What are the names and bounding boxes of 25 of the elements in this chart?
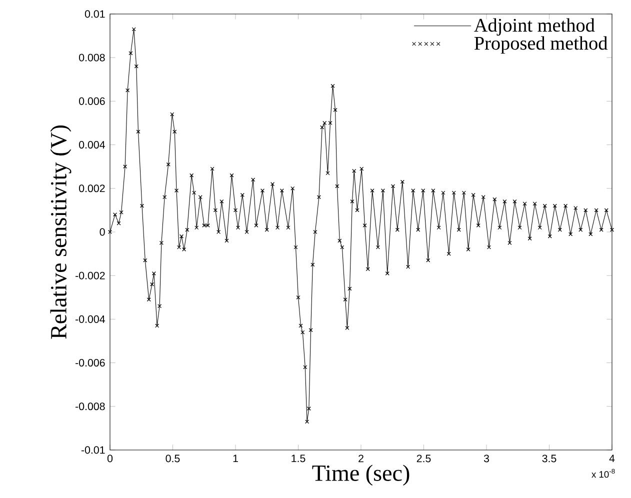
y-tick-label: -0.002 <box>76 272 105 280</box>
text: x 10$^{-8}$ <box>592 468 615 478</box>
y-axis-title: Relative sensitivity (V) <box>50 125 72 339</box>
x-tick-label: 0.5 <box>166 454 180 462</box>
x-tick-label: 2 <box>358 454 364 462</box>
x-axis-title: Time (sec) <box>312 464 410 486</box>
x-tick-label: 2.5 <box>416 454 431 462</box>
y-tick-label: 0.006 <box>79 97 105 105</box>
x-tick-label: 3.5 <box>542 454 556 462</box>
x-tick-label: 4 <box>609 454 615 462</box>
y-tick-label: 0.01 <box>84 10 105 18</box>
y-tick-label: -0.004 <box>76 315 105 323</box>
y-tick-label: 0 <box>100 228 105 236</box>
y-tick-label: 0.002 <box>79 184 105 192</box>
legend-label: Adjoint method <box>474 18 595 36</box>
x-tick-label: 0 <box>107 454 113 462</box>
y-tick-label: -0.008 <box>76 402 105 410</box>
y-tick-label: 0.008 <box>79 54 105 62</box>
x-tick-label: 1 <box>233 454 238 462</box>
legend-label: Proposed method <box>474 36 608 54</box>
x-tick-label: 3 <box>484 454 489 462</box>
x-tick-label: 1.5 <box>292 454 306 462</box>
y-tick-label: -0.01 <box>81 446 105 454</box>
y-tick-label: -0.006 <box>76 359 105 367</box>
y-tick-label: 0.004 <box>79 141 105 149</box>
